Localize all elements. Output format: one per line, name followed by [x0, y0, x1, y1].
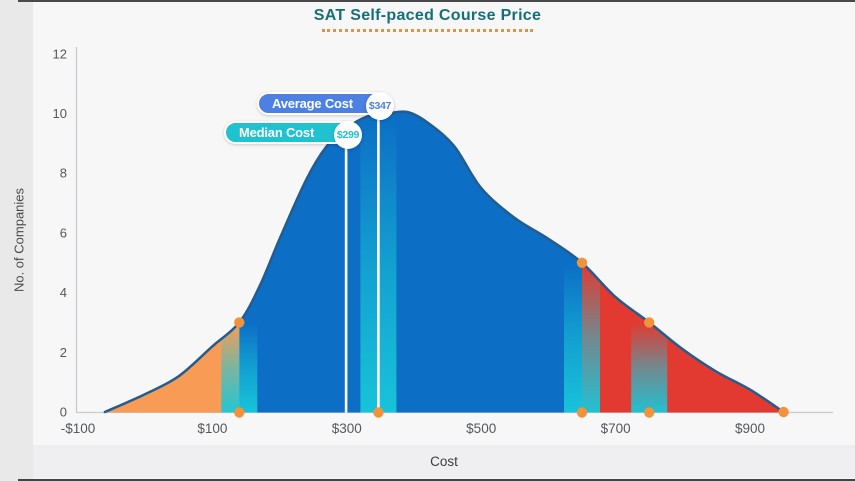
y-tick-label: 4 — [60, 285, 67, 300]
axis-marker — [644, 407, 655, 418]
y-tick-label: 0 — [60, 405, 67, 420]
x-tick-label: -$100 — [61, 421, 96, 436]
axis-marker — [234, 407, 245, 418]
tick-labels: 0 2 4 6 8 10 12 -$100 $100 $300 $500 $700 $900 — [53, 46, 765, 436]
median-cost-label: Median Cost — [239, 125, 315, 140]
region-mid-cost — [239, 111, 582, 413]
statistic-lines — [344, 118, 380, 413]
average-cost-callout: Average Cost $347 — [257, 92, 394, 120]
x-axis-title-strip: Cost — [33, 445, 855, 478]
average-cost-label: Average Cost — [272, 96, 353, 111]
curve-marker — [234, 317, 245, 328]
area-fills — [104, 111, 784, 413]
y-tick-label: 2 — [60, 345, 67, 360]
y-tick-label: 6 — [60, 225, 67, 240]
data-markers — [234, 257, 789, 418]
chart-title: SAT Self-paced Course Price — [313, 7, 542, 24]
x-tick-label: $100 — [197, 421, 227, 436]
y-tick-label: 12 — [53, 46, 67, 61]
curve-marker — [576, 257, 588, 268]
y-tick-label: 10 — [53, 106, 67, 121]
curve-marker — [644, 317, 655, 328]
x-tick-label: $300 — [332, 421, 362, 436]
median-cost-value-badge: $299 — [334, 121, 362, 149]
x-tick-label: $500 — [466, 421, 496, 436]
axis-marker — [373, 407, 384, 418]
axis-marker — [576, 407, 588, 418]
region-low-cost — [104, 322, 240, 413]
y-tick-label: 8 — [60, 166, 67, 181]
x-tick-label: $700 — [601, 421, 631, 436]
highlight-band — [564, 252, 600, 413]
average-cost-value-badge: $347 — [366, 92, 394, 120]
bottom-border-line — [18, 478, 855, 481]
median-cost-callout: Median Cost $299 — [224, 121, 362, 149]
left-margin-strip — [0, 0, 33, 481]
x-axis-title: Cost — [430, 454, 458, 469]
top-border-line — [18, 0, 855, 2]
curve-marker — [778, 406, 789, 418]
x-tick-label: $900 — [735, 421, 765, 436]
title-dotted-divider — [0, 29, 855, 32]
